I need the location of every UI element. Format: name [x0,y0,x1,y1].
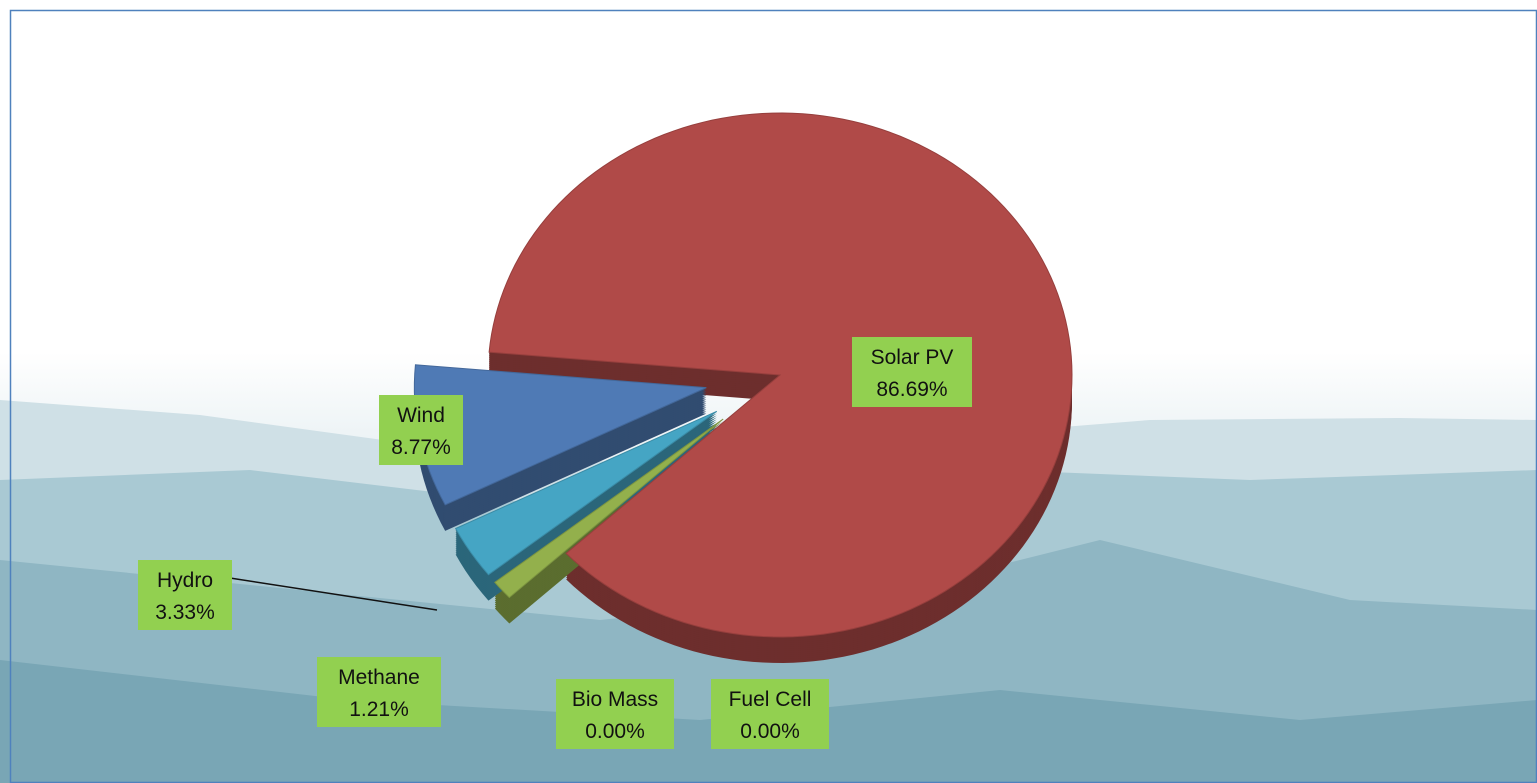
data-label-category: Solar PV [871,346,954,369]
slice [494,418,724,599]
data-label-box [379,395,463,465]
slice [454,410,718,576]
data-label-box [556,679,674,749]
data-label-category: Methane [338,666,420,689]
data-label-value: 0.00% [585,720,645,743]
data-label-category: Bio Mass [572,688,658,711]
slice [488,112,1073,638]
data-labels: Solar PV 86.69% Methane 1.21% Hydro 3.33% Bio … [138,337,972,749]
data-label-category: Fuel Cell [729,688,812,711]
leader-line [229,577,438,611]
data-label-category: Wind [397,404,445,427]
data-label-box [852,337,972,407]
data-label-box [317,657,441,727]
data-label-value: 8.77% [391,436,451,459]
data-label-box [711,679,829,749]
data-label-box [138,560,232,630]
data-label-value: 86.69% [876,378,947,401]
pie [413,112,1073,663]
data-label-value: 0.00% [740,720,800,743]
data-label-value: 3.33% [155,601,215,624]
data-label-value: 1.21% [349,698,409,721]
data-label-category: Hydro [157,569,213,592]
